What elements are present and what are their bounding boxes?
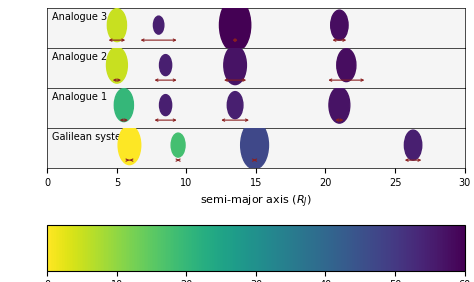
Ellipse shape bbox=[107, 9, 127, 42]
Text: Analogue 1: Analogue 1 bbox=[52, 92, 107, 102]
Ellipse shape bbox=[107, 47, 128, 83]
Ellipse shape bbox=[241, 121, 268, 169]
Text: Galilean system: Galilean system bbox=[52, 132, 130, 142]
Text: Analogue 2: Analogue 2 bbox=[52, 52, 107, 62]
Ellipse shape bbox=[404, 130, 422, 160]
Ellipse shape bbox=[224, 46, 246, 85]
Ellipse shape bbox=[118, 125, 141, 165]
Ellipse shape bbox=[329, 87, 350, 123]
Ellipse shape bbox=[114, 89, 134, 122]
Ellipse shape bbox=[228, 92, 243, 119]
X-axis label: semi-major axis ($R_J$): semi-major axis ($R_J$) bbox=[200, 194, 312, 210]
Text: Analogue 3: Analogue 3 bbox=[52, 12, 107, 22]
Ellipse shape bbox=[154, 16, 164, 34]
Ellipse shape bbox=[159, 95, 172, 116]
Ellipse shape bbox=[171, 133, 185, 157]
Ellipse shape bbox=[159, 55, 172, 76]
Ellipse shape bbox=[337, 49, 356, 81]
Ellipse shape bbox=[219, 0, 251, 52]
Ellipse shape bbox=[331, 10, 348, 40]
